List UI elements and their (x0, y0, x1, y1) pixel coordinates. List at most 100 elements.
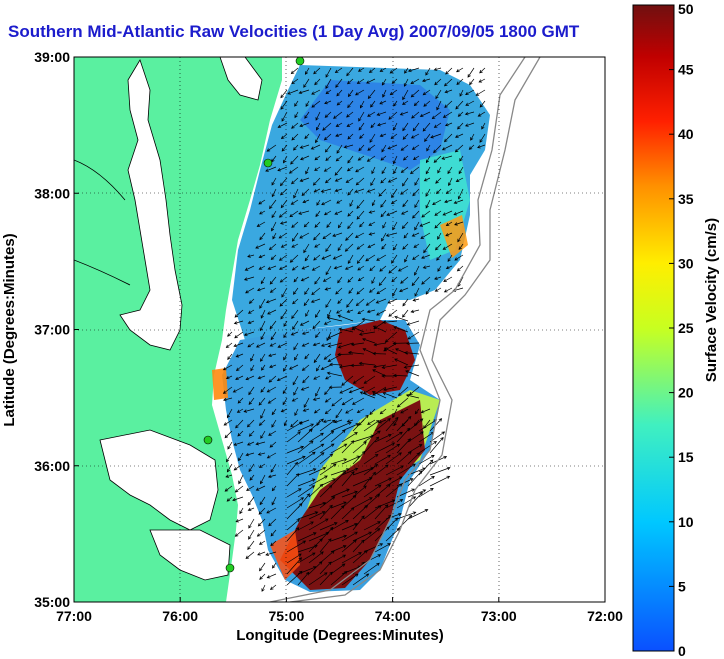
velocity-arrow (444, 100, 453, 108)
velocity-arrow (402, 309, 409, 318)
velocity-arrow (341, 494, 357, 509)
velocity-arrow (341, 397, 354, 406)
velocity-arrow (258, 397, 266, 406)
velocity-arrow (270, 463, 277, 473)
velocity-arrow (283, 364, 288, 372)
velocity-arrow (352, 515, 365, 531)
velocity-arrow (374, 543, 391, 553)
velocity-arrow (402, 177, 409, 187)
velocity-arrow (286, 527, 300, 542)
velocity-arrow (232, 496, 244, 502)
velocity-arrow (308, 518, 329, 531)
velocity-arrow (304, 67, 310, 75)
velocity-arrow (379, 133, 387, 137)
velocity-arrow (265, 551, 277, 556)
velocity-arrow (257, 375, 266, 380)
velocity-arrow (341, 432, 358, 443)
velocity-arrow (414, 177, 420, 186)
velocity-arrow (386, 210, 398, 216)
velocity-arrow (303, 221, 310, 228)
velocity-arrow (367, 419, 376, 425)
velocity-arrow (404, 351, 420, 355)
velocity-arrow (445, 221, 453, 227)
velocity-arrow (356, 243, 365, 250)
velocity-arrow (341, 507, 355, 520)
velocity-arrow (286, 421, 303, 432)
velocity-arrow (457, 188, 464, 200)
velocity-arrow (286, 553, 302, 564)
velocity-arrow (369, 265, 376, 272)
velocity-arrow (405, 370, 420, 377)
velocity-arrow (435, 177, 442, 184)
velocity-arrow (363, 505, 382, 520)
velocity-arrow (356, 254, 365, 264)
velocity-arrow (319, 443, 335, 454)
velocity-arrow (315, 133, 321, 144)
velocity-arrow (354, 232, 365, 238)
velocity-arrow (337, 352, 354, 357)
velocity-arrow (312, 177, 321, 186)
velocity-arrow (290, 419, 299, 428)
velocity-arrow (419, 221, 431, 227)
velocity-arrow (294, 100, 299, 107)
velocity-arrow (385, 452, 402, 465)
velocity-arrow (357, 155, 365, 161)
velocity-arrow (335, 122, 343, 127)
velocity-arrow (330, 421, 352, 432)
velocity-arrow (334, 67, 343, 74)
velocity-arrow (300, 155, 310, 161)
velocity-arrow (402, 89, 409, 101)
velocity-arrow (267, 397, 277, 404)
y-axis: 35:00 36:00 37:00 38:00 39:00 (34, 49, 79, 610)
velocity-arrow (256, 529, 266, 537)
velocity-arrow (457, 232, 464, 243)
velocity-arrow (303, 298, 310, 307)
velocity-arrow (367, 89, 376, 100)
velocity-arrow (246, 485, 255, 491)
velocity-arrow (290, 331, 299, 336)
velocity-arrow (479, 67, 486, 74)
velocity-arrow (297, 552, 316, 564)
x-tick-label: 72:00 (587, 608, 623, 624)
velocity-arrow (378, 188, 387, 197)
velocity-arrow (363, 430, 381, 443)
velocity-arrow (392, 408, 398, 418)
velocity-field-red-band (280, 400, 425, 590)
velocity-arrow (407, 491, 423, 509)
velocity-arrow (267, 265, 277, 270)
velocity-arrow (316, 364, 321, 372)
velocity-arrow (394, 358, 409, 366)
velocity-arrow (396, 416, 412, 432)
velocity-arrow (258, 419, 266, 426)
velocity-arrow (381, 166, 387, 175)
velocity-arrow (348, 287, 354, 294)
velocity-arrow (358, 111, 365, 122)
velocity-arrow (259, 298, 266, 309)
velocity-arrow (310, 144, 321, 150)
velocity-arrow (247, 507, 255, 512)
velocity-arrow (369, 133, 376, 143)
velocity-arrow (234, 309, 244, 318)
velocity-arrow (235, 353, 244, 358)
velocity-arrow (297, 451, 316, 465)
velocity-arrow (277, 166, 288, 172)
velocity-arrow (308, 443, 325, 454)
velocity-arrow (294, 111, 299, 119)
velocity-arrow (355, 298, 365, 307)
velocity-arrow (248, 298, 255, 304)
velocity-arrow (402, 243, 409, 250)
velocity-arrow (356, 287, 365, 295)
velocity-arrow (291, 397, 299, 402)
velocity-arrow (246, 419, 255, 428)
velocity-arrow (266, 573, 277, 579)
velocity-arrow (299, 320, 310, 326)
velocity-arrow (447, 254, 453, 262)
velocity-arrow (324, 397, 332, 403)
velocity-arrow (222, 364, 233, 371)
velocity-arrow (235, 419, 244, 429)
velocity-arrow (352, 375, 365, 384)
velocity-arrow (286, 431, 301, 443)
velocity-arrow (362, 348, 376, 355)
velocity-arrow (409, 386, 420, 396)
